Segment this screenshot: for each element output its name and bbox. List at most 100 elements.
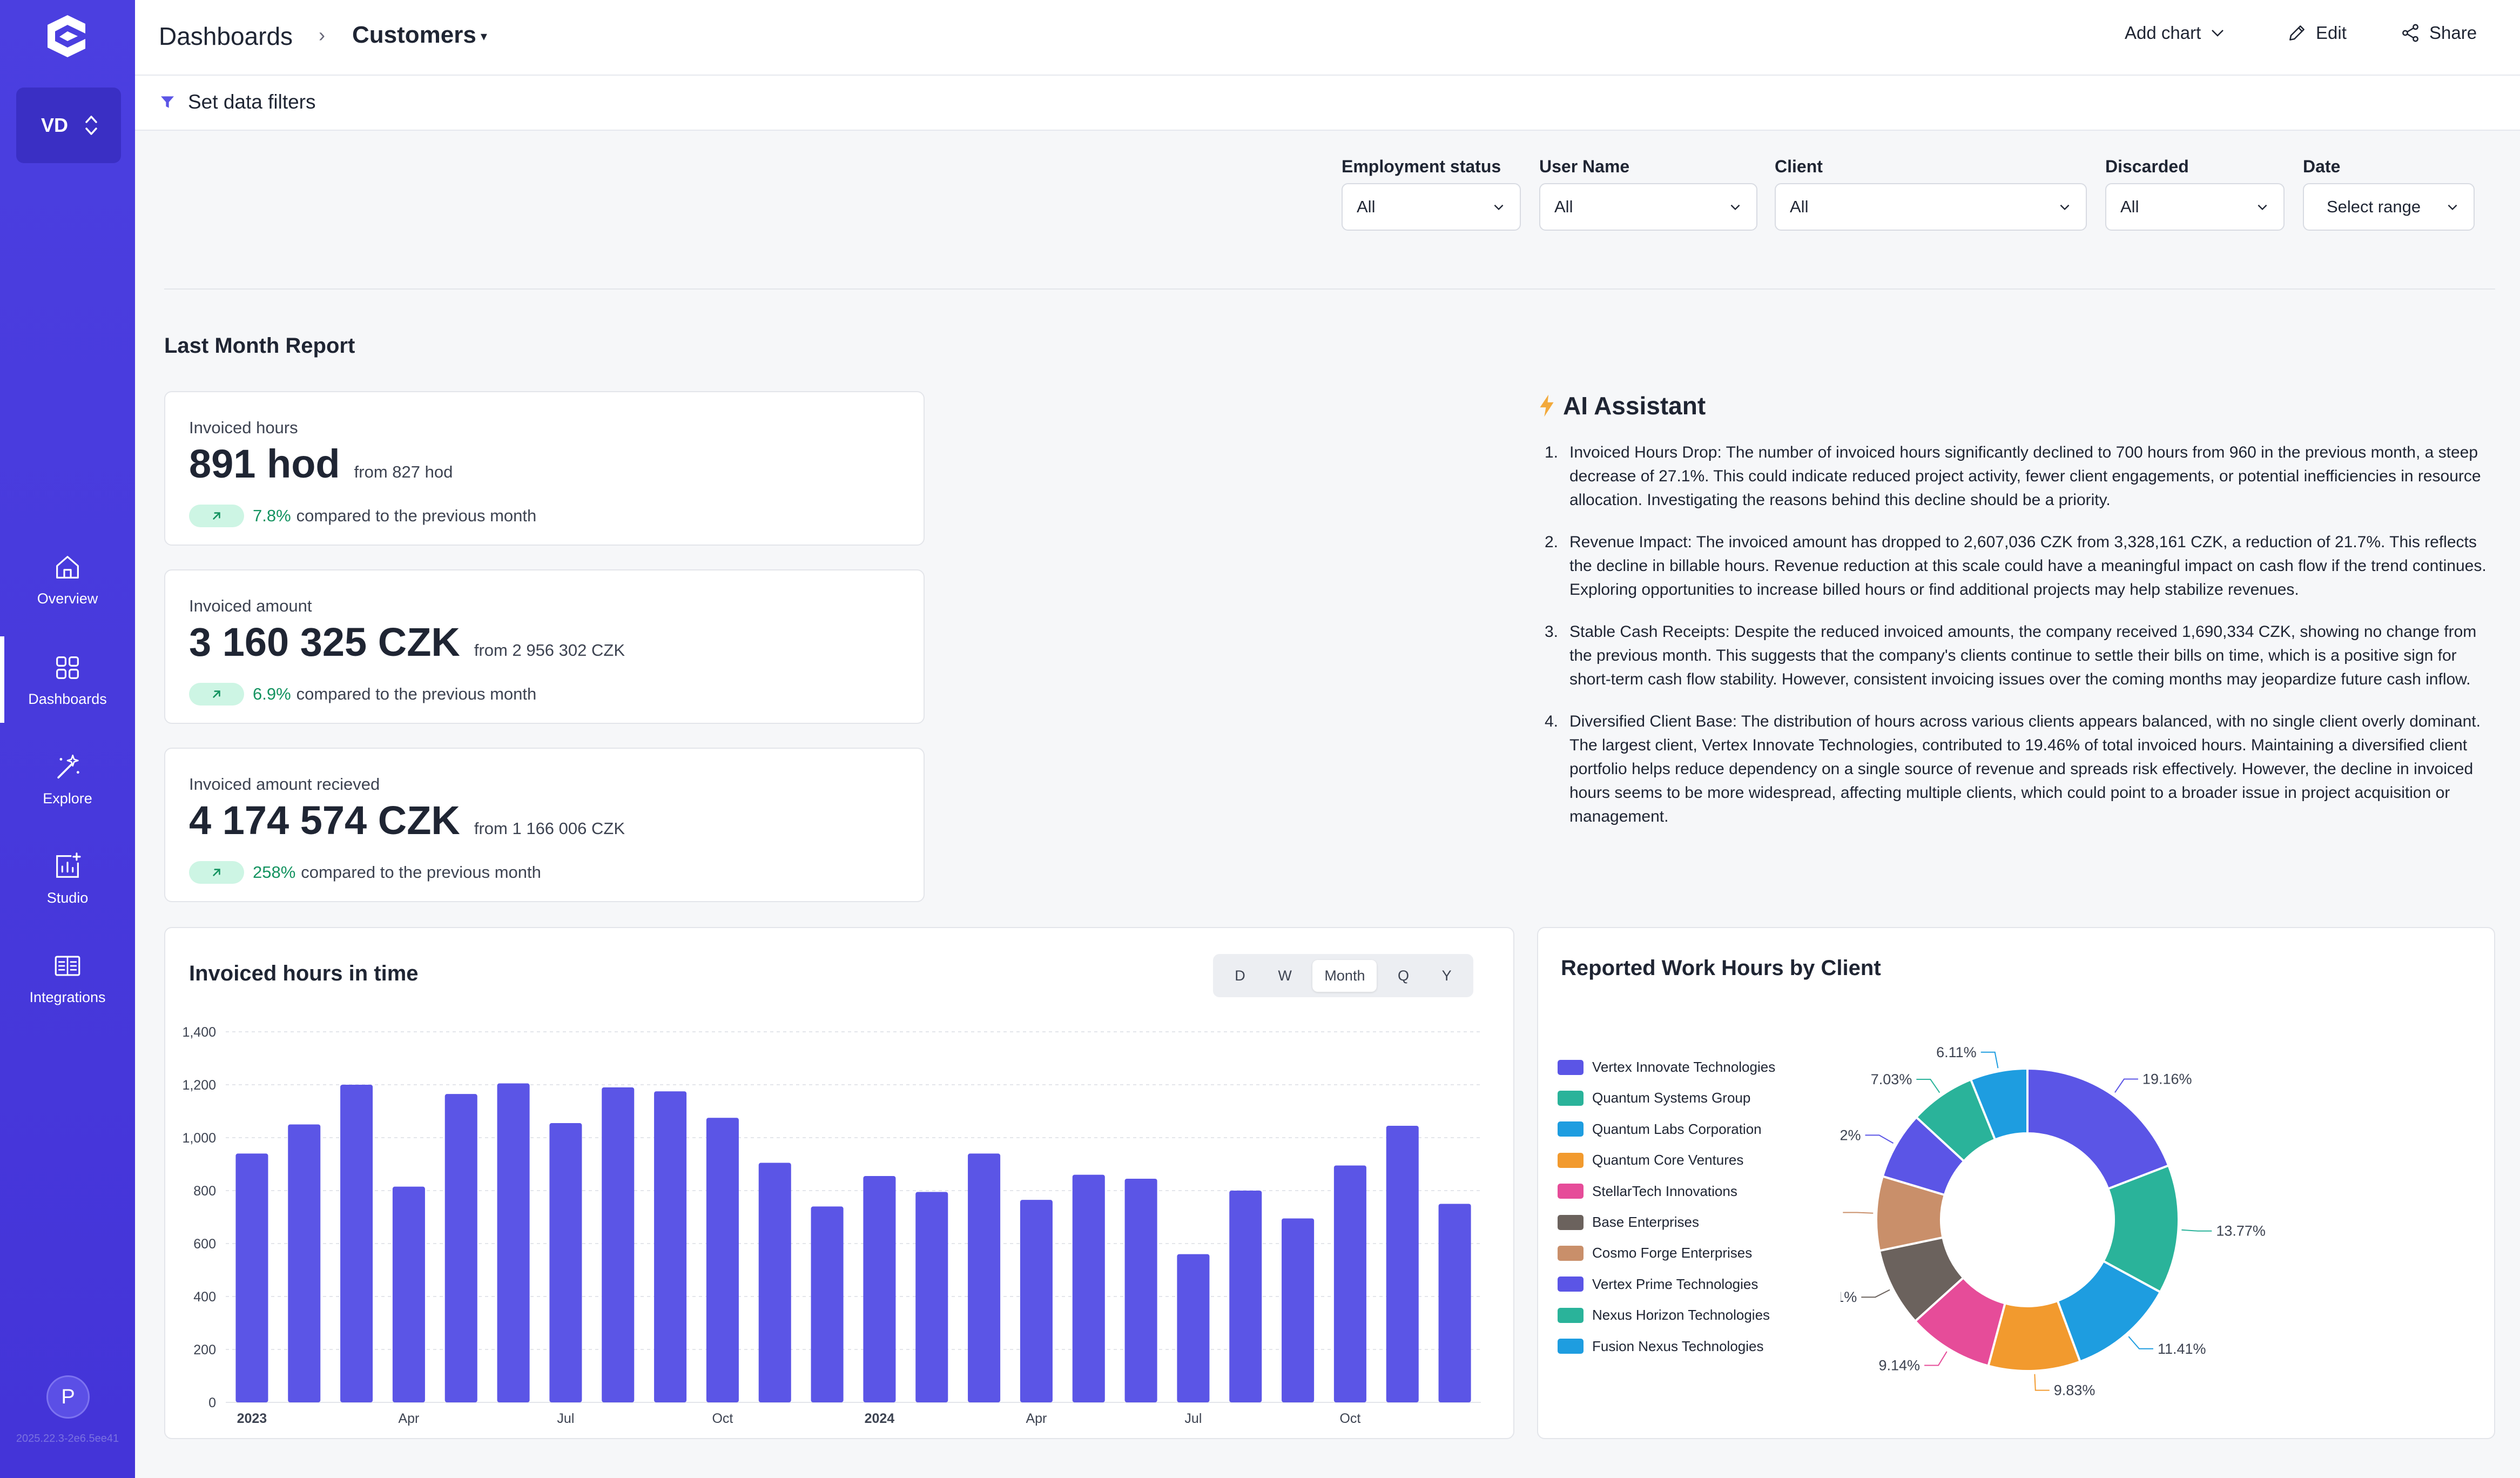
bar[interactable] [968, 1153, 1001, 1402]
breadcrumb-current[interactable]: Customers ▾ [352, 22, 487, 49]
granularity-quarter[interactable]: Q [1398, 967, 1410, 984]
legend-item[interactable]: Quantum Systems Group [1558, 1090, 1750, 1106]
employment-status-select[interactable]: All [1342, 183, 1521, 231]
legend-label: Quantum Labs Corporation [1592, 1120, 1762, 1137]
bar[interactable] [1124, 1178, 1157, 1402]
granularity-month[interactable]: Month [1312, 959, 1377, 992]
breadcrumb-dashboards[interactable]: Dashboards [159, 22, 293, 50]
kpi-compare: compared to the previous month [296, 506, 537, 525]
bar[interactable] [288, 1124, 321, 1403]
legend-label: StellarTech Innovations [1592, 1183, 1737, 1199]
bar[interactable] [1282, 1218, 1315, 1402]
breadcrumb-current-label: Customers [352, 22, 476, 48]
pencil-icon [2289, 25, 2305, 41]
bar[interactable] [811, 1206, 844, 1402]
legend-item[interactable]: StellarTech Innovations [1558, 1183, 1737, 1200]
bar[interactable] [1333, 1165, 1366, 1402]
bar[interactable] [340, 1085, 373, 1402]
legend-item[interactable]: Quantum Core Ventures [1558, 1152, 1743, 1168]
x-tick-label: Oct [712, 1411, 733, 1426]
bar[interactable] [915, 1192, 948, 1402]
legend-item[interactable]: Base Enterprises [1558, 1214, 1699, 1231]
slice-label: 8.41% [1841, 1289, 1857, 1305]
caret-down-icon: ▾ [480, 29, 487, 44]
date-range-select[interactable]: Select range [2303, 183, 2475, 231]
ai-insight-text: Revenue Impact: The invoiced amount has … [1569, 533, 2487, 599]
edit-button[interactable]: Edit [2287, 23, 2347, 43]
nav-studio[interactable]: Studio [0, 835, 135, 922]
slice-label: 6.11% [1936, 1044, 1977, 1060]
set-data-filters-button[interactable]: Set data filters [159, 91, 316, 113]
bar[interactable] [1386, 1125, 1419, 1402]
legend-item[interactable]: Nexus Horizon Technologies [1558, 1307, 1770, 1324]
legend-item[interactable]: Fusion Nexus Technologies [1558, 1338, 1763, 1355]
donut-slice[interactable] [2026, 1067, 2170, 1191]
x-tick-label: Apr [398, 1411, 419, 1426]
filter-label: Client [1775, 157, 1823, 176]
ai-insight-number: 3. [1545, 623, 1559, 641]
bar-chart: 0 200 400 600 800 1,000 1,200 1,400 2023 Apr Jul Oc… [182, 1025, 1481, 1426]
y-tick-label: 800 [193, 1184, 216, 1199]
kpi-label: Invoiced hours [189, 418, 298, 437]
bar[interactable] [654, 1091, 687, 1402]
bar[interactable] [706, 1118, 739, 1402]
bar[interactable] [863, 1176, 896, 1402]
share-label: Share [2429, 23, 2477, 43]
filter-label: User Name [1539, 157, 1630, 176]
nav-explore[interactable]: Explore [0, 736, 135, 822]
legend-item[interactable]: Quantum Labs Corporation [1558, 1121, 1762, 1138]
bar[interactable] [497, 1083, 530, 1402]
bar[interactable] [758, 1163, 791, 1402]
filter-label: Employment status [1342, 157, 1501, 176]
bar[interactable] [549, 1123, 582, 1402]
nav-integrations[interactable]: Integrations [0, 935, 135, 1021]
x-tick-label: Oct [1339, 1411, 1360, 1426]
trend-up-badge [189, 683, 244, 706]
granularity-year[interactable]: Y [1441, 967, 1452, 984]
kpi-value-row: 4 174 574 CZK from 1 166 006 CZK [189, 797, 625, 843]
bar[interactable] [392, 1186, 425, 1402]
bar[interactable] [1438, 1204, 1471, 1403]
bar[interactable] [235, 1153, 268, 1402]
nav-overview[interactable]: Overview [0, 536, 135, 622]
chevron-down-icon [1494, 204, 1504, 211]
legend-item[interactable]: Cosmo Forge Enterprises [1558, 1245, 1752, 1261]
granularity-day[interactable]: D [1235, 967, 1245, 984]
donut-chart: 19.16%13.77%11.41%9.83%9.14%8.41%7.92%7.… [1841, 1044, 2266, 1399]
discarded-select[interactable]: All [2105, 183, 2285, 231]
granularity-week[interactable]: W [1278, 967, 1292, 984]
bar[interactable] [1020, 1200, 1053, 1402]
bar[interactable] [1229, 1191, 1262, 1402]
app-logo-icon[interactable] [43, 12, 92, 61]
legend-label: Fusion Nexus Technologies [1592, 1338, 1764, 1354]
nav-label: Integrations [29, 989, 106, 1005]
slice-leader-line [2128, 1336, 2153, 1349]
chevron-down-icon [2212, 30, 2224, 37]
client-select[interactable]: All [1775, 183, 2087, 231]
legend-item[interactable]: Vertex Innovate Technologies [1558, 1059, 1775, 1076]
chevron-down-icon [2060, 204, 2070, 211]
nav-dashboards[interactable]: Dashboards [0, 636, 135, 723]
add-chart-button[interactable]: Add chart [2125, 23, 2226, 43]
share-button[interactable]: Share [2400, 23, 2477, 43]
user-avatar[interactable]: P [46, 1375, 90, 1419]
y-tick-label: 200 [193, 1342, 216, 1358]
legend-item[interactable]: Vertex Prime Technologies [1558, 1276, 1758, 1293]
legend-label: Quantum Core Ventures [1592, 1152, 1744, 1168]
x-tick-label: Jul [557, 1411, 574, 1426]
trend-up-badge [189, 505, 244, 527]
arrow-up-right-icon [213, 869, 220, 876]
donut-slice[interactable] [1969, 1067, 2029, 1141]
legend-label: Quantum Systems Group [1592, 1090, 1751, 1106]
ai-insight-text: Stable Cash Receipts: Despite the reduce… [1569, 623, 2477, 688]
granularity-toggle: D W Month Q Y [1213, 954, 1473, 997]
bar[interactable] [444, 1094, 477, 1402]
legend-swatch [1558, 1277, 1584, 1292]
bar[interactable] [1072, 1174, 1105, 1402]
org-switcher[interactable]: VD [16, 88, 121, 163]
bar[interactable] [602, 1087, 635, 1402]
legend-label: Vertex Innovate Technologies [1592, 1059, 1776, 1075]
user-name-select[interactable]: All [1539, 183, 1757, 231]
bar[interactable] [1177, 1254, 1210, 1402]
y-tick-label: 600 [193, 1237, 216, 1252]
